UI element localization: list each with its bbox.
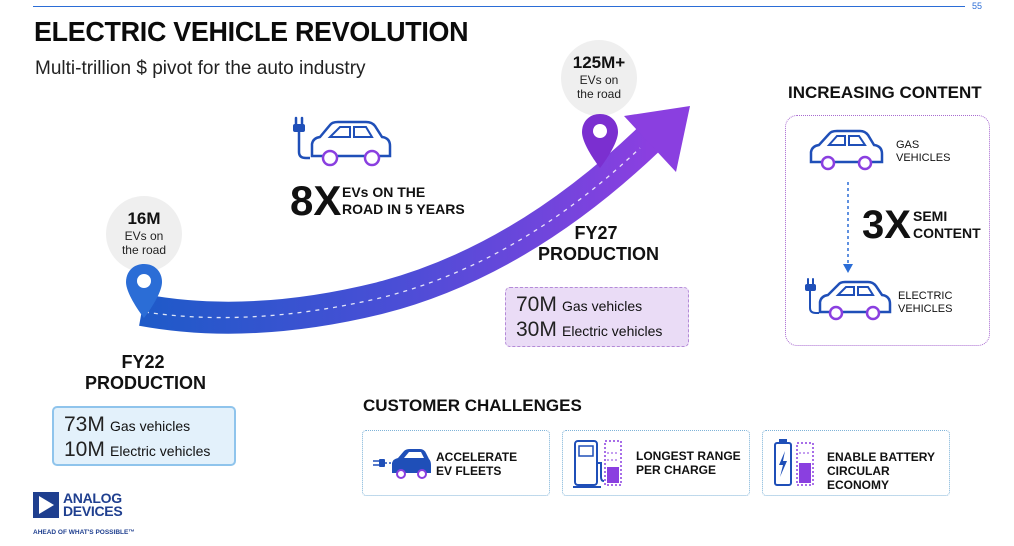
fy22-year: FY22 (121, 352, 165, 372)
fy27-gas-label: Gas vehicles (562, 298, 643, 314)
gas-vehicles-label-1: GAS (896, 139, 920, 151)
page-title: ELECTRIC VEHICLE REVOLUTION (34, 16, 469, 47)
fy27-gas-row: 70M Gas vehicles (516, 293, 678, 318)
fy22-production-label: PRODUCTION (85, 373, 206, 393)
fy27-ev-value: 30M (516, 318, 557, 341)
fy22-ev-caption-1: EVs on (124, 229, 164, 243)
logo-text-line-1: ANALOG (63, 490, 122, 506)
fy22-breakdown-box: 73M Gas vehicles 10M Electric vehicles (52, 406, 236, 466)
battery-icon (774, 439, 814, 486)
fy22-ev-caption-2: the road (121, 243, 167, 257)
fy22-ev-value: 10M (64, 438, 105, 461)
ev-growth-label-2: ROAD IN 5 YEARS (342, 201, 465, 217)
fy27-ev-caption-2: the road (576, 87, 622, 101)
fy27-gas-value: 70M (516, 293, 557, 316)
fy22-ev-row: 10M Electric vehicles (64, 438, 224, 463)
fy22-gas-value: 73M (64, 413, 105, 436)
fy22-ev-count: 16M (127, 209, 161, 228)
fy27-ev-row: 30M Electric vehicles (516, 318, 678, 343)
challenge-1-line-2: EV FLEETS (436, 464, 502, 478)
down-arrow-icon (843, 182, 853, 273)
fy27-year: FY27 (574, 223, 618, 243)
challenge-1-line-1: ACCELERATE (436, 450, 518, 464)
fy27-ev-count: 125M+ (572, 53, 626, 72)
semi-content-label-1: SEMI (913, 208, 948, 224)
gas-vehicles-label-2: VEHICLES (896, 152, 951, 164)
location-pin-icon (126, 264, 162, 318)
logo-triangle-icon (39, 496, 54, 514)
challenge-battery-circular: ENABLE BATTERY CIRCULAR ECONOMY (762, 430, 950, 496)
challenge-accelerate-fleets: ACCELERATE EV FLEETS (362, 430, 550, 496)
semi-content-multiplier: 3X (862, 203, 911, 247)
fy27-ev-label: Electric vehicles (562, 323, 663, 339)
page-number: 55 (972, 1, 983, 11)
increasing-content-panel (785, 115, 990, 346)
fy22-ev-label: Electric vehicles (110, 443, 211, 459)
ev-growth-label-1: EVs ON THE (342, 184, 426, 200)
charging-station-icon (573, 440, 622, 488)
fy27-bubble: 125M+ EVs on the road (561, 40, 637, 116)
fy22-gas-label: Gas vehicles (110, 418, 191, 434)
logo-text-line-2: DEVICES (63, 503, 123, 519)
logo-tagline: AHEAD OF WHAT'S POSSIBLE™ (33, 529, 135, 536)
analog-devices-logo-mark (33, 492, 59, 518)
location-pin-icon (582, 114, 618, 168)
increasing-content-title: INCREASING CONTENT (788, 83, 982, 102)
fy22-bubble: 16M EVs on the road (106, 196, 182, 272)
fy27-breakdown-box: 70M Gas vehicles 30M Electric vehicles (505, 287, 689, 347)
challenge-2-line-1: LONGEST RANGE (636, 449, 741, 463)
charging-car-icon (373, 449, 431, 479)
fy27-ev-caption-1: EVs on (579, 73, 619, 87)
challenge-longest-range: LONGEST RANGE PER CHARGE (562, 430, 750, 496)
ev-growth-multiplier: 8X (290, 177, 342, 224)
fy27-production-label: PRODUCTION (538, 244, 659, 264)
electric-vehicles-label-2: VEHICLES (898, 303, 953, 315)
gas-car-icon (809, 129, 884, 171)
page-subtitle: Multi-trillion $ pivot for the auto indu… (35, 58, 366, 79)
top-rule (33, 6, 965, 7)
ev-car-icon (293, 116, 392, 167)
customer-challenges-title: CUSTOMER CHALLENGES (363, 396, 582, 415)
ev-car-icon (805, 278, 892, 321)
challenge-3-line-2: CIRCULAR ECONOMY (827, 464, 890, 492)
challenge-2-line-2: PER CHARGE (636, 463, 717, 477)
semi-content-label-2: CONTENT (913, 225, 981, 241)
electric-vehicles-label-1: ELECTRIC (898, 290, 953, 302)
fy22-gas-row: 73M Gas vehicles (64, 413, 224, 438)
challenge-3-line-1: ENABLE BATTERY (827, 450, 935, 464)
